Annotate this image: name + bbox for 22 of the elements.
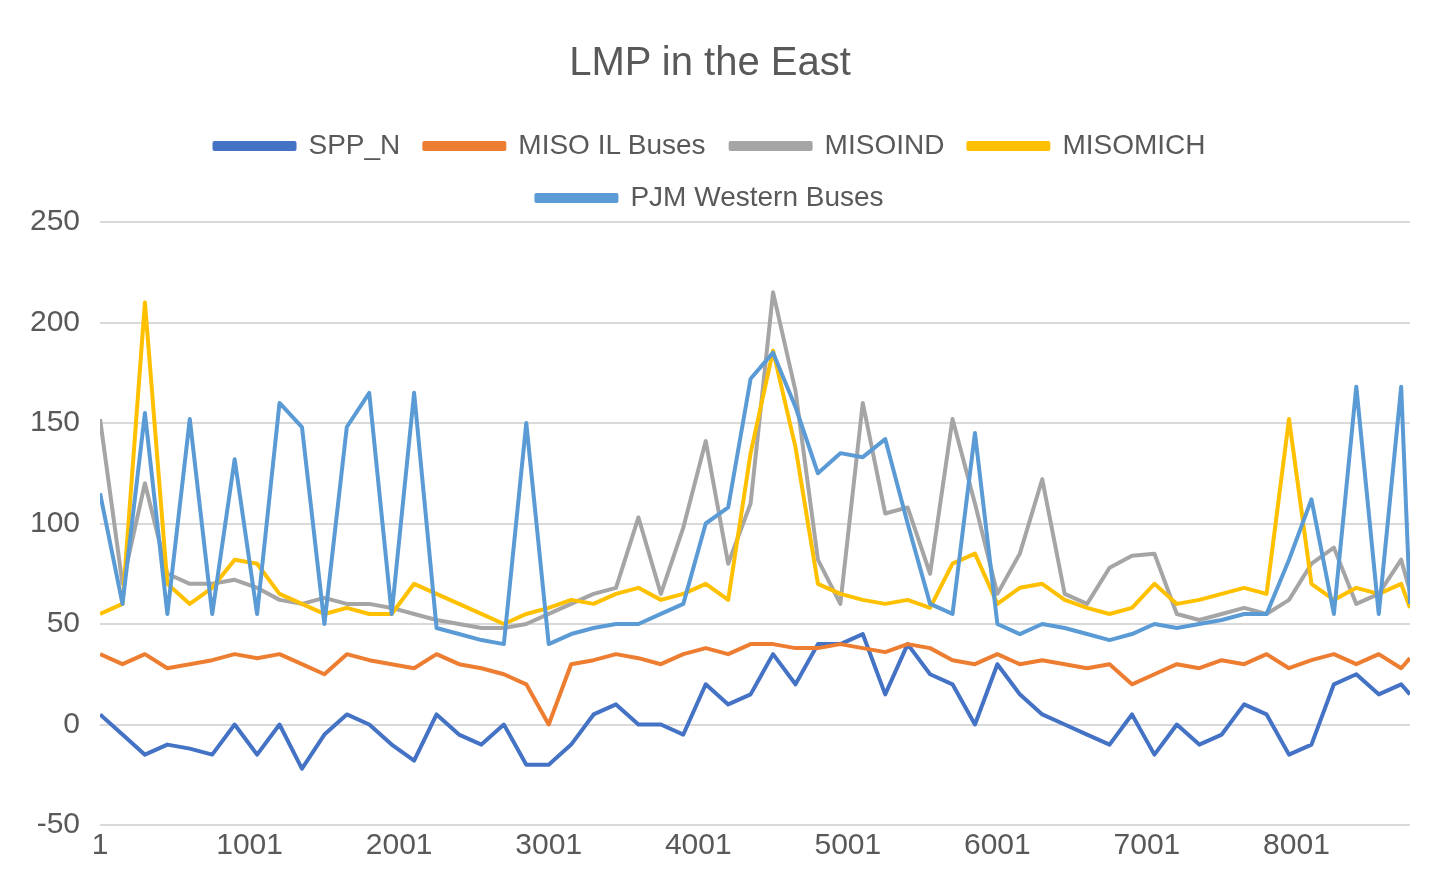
y-tick-label: 200 bbox=[29, 303, 81, 337]
x-tick-label: 2001 bbox=[365, 827, 433, 861]
y-tick-label: 0 bbox=[63, 705, 81, 739]
legend-label: PJM Western Buses bbox=[630, 180, 884, 212]
y-tick-label: 50 bbox=[46, 605, 81, 639]
y-tick-label: 100 bbox=[29, 504, 81, 538]
legend-label: MISO IL Buses bbox=[518, 128, 706, 160]
legend-label: MISOIND bbox=[824, 128, 945, 160]
chart-title: LMP in the East bbox=[569, 39, 851, 84]
y-tick-label: -50 bbox=[36, 806, 81, 840]
legend-label: SPP_N bbox=[308, 128, 401, 160]
x-tick-label: 7001 bbox=[1113, 827, 1181, 861]
legend-label: MISOMICH bbox=[1062, 128, 1206, 160]
x-tick-label: 1001 bbox=[216, 827, 283, 861]
x-tick-label: 1 bbox=[91, 827, 109, 861]
x-tick-label: 4001 bbox=[664, 827, 732, 861]
x-tick-label: 3001 bbox=[515, 827, 583, 861]
x-tick-label: 5001 bbox=[814, 827, 882, 861]
x-tick-label: 8001 bbox=[1263, 827, 1330, 861]
x-tick-label: 6001 bbox=[964, 827, 1031, 861]
y-tick-label: 150 bbox=[29, 404, 81, 438]
y-tick-label: 250 bbox=[29, 203, 81, 237]
